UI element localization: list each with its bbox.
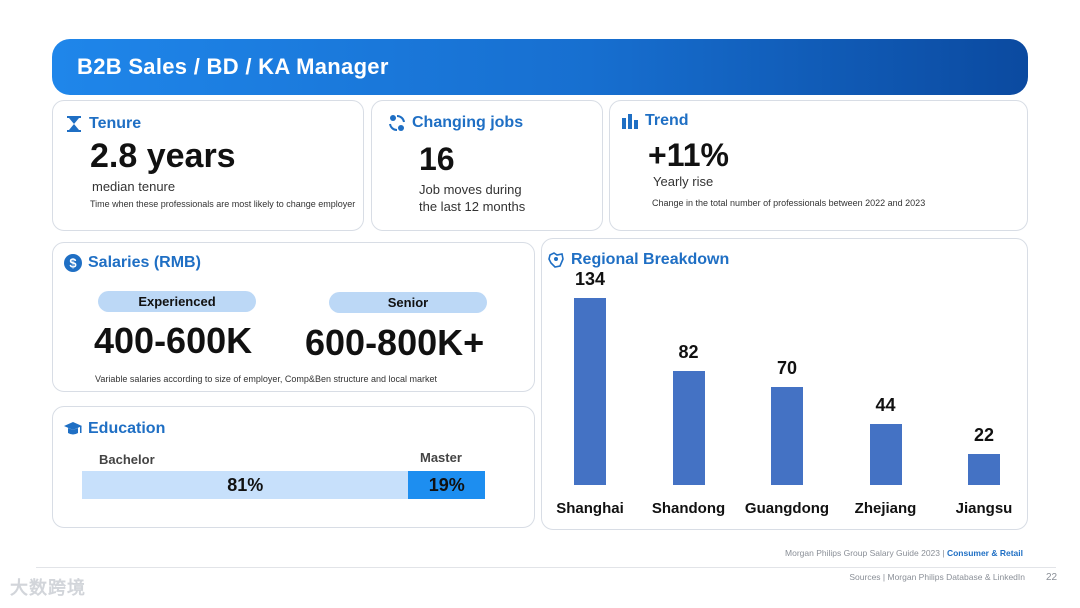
trend-card: Trend +11% Yearly rise Change in the tot… <box>609 100 1028 231</box>
changing-jobs-header: Changing jobs <box>388 114 523 132</box>
trend-subtitle: Yearly rise <box>653 174 714 189</box>
education-label: Education <box>88 420 166 437</box>
people-switch-icon <box>389 114 405 132</box>
footer-guide-text: Morgan Philips Group Salary Guide 2023 | <box>785 548 945 558</box>
bachelor-value: 81% <box>227 474 264 495</box>
tenure-subtitle: median tenure <box>92 179 176 194</box>
footer-sector: Consumer & Retail <box>946 548 1023 558</box>
bar-value-label: 82 <box>678 341 699 362</box>
bachelor-label: Bachelor <box>99 452 155 467</box>
experienced-salary-value: 400-600K <box>94 320 253 361</box>
dollar-icon: $ <box>64 254 82 272</box>
graduation-cap-icon <box>64 422 82 435</box>
svg-text:$: $ <box>69 256 77 271</box>
changing-jobs-label: Changing jobs <box>412 114 524 131</box>
map-icon <box>548 252 564 268</box>
trend-value: +11% <box>648 137 729 173</box>
trend-note: Change in the total number of profession… <box>652 198 926 208</box>
bar-chart-icon <box>622 114 638 129</box>
regional-label: Regional Breakdown <box>571 251 730 268</box>
master-label: Master <box>420 450 462 465</box>
bar-category-label: Shanghai <box>556 500 624 517</box>
changing-jobs-value: 16 <box>419 141 455 177</box>
experienced-pill: Experienced <box>98 291 256 312</box>
trend-header: Trend <box>621 112 689 130</box>
bar-category-label: Jiangsu <box>955 500 1013 517</box>
bar-jiangsu <box>968 454 1000 485</box>
page-number: 22 <box>1046 572 1058 583</box>
footer-sources: Sources | Morgan Philips Database & Link… <box>849 572 1025 582</box>
bar-category-label: Guangdong <box>744 500 830 517</box>
salaries-card: $ Salaries (RMB) Experienced Senior 400-… <box>52 242 535 392</box>
salaries-header: $ Salaries (RMB) <box>64 254 201 272</box>
bachelor-segment: 81% <box>82 471 409 499</box>
changing-jobs-subtitle-1: Job moves during <box>419 182 522 197</box>
hourglass-icon <box>67 116 81 132</box>
bar-guangdong <box>771 387 803 485</box>
master-value: 19% <box>428 474 465 495</box>
bar-value-label: 70 <box>776 358 798 379</box>
education-bar: 81% 19% <box>82 471 485 499</box>
tenure-header: Tenure <box>65 115 141 133</box>
salaries-note: Variable salaries according to size of e… <box>95 374 437 384</box>
senior-pill: Senior <box>329 292 487 313</box>
education-card: Education Bachelor Master <box>52 406 535 528</box>
bar-zhejiang <box>869 423 902 485</box>
footer-divider <box>36 567 1056 568</box>
page-title: B2B Sales / BD / KA Manager <box>77 54 389 79</box>
bar-category-label: Shandong <box>651 500 726 517</box>
trend-label: Trend <box>645 112 689 129</box>
bar-value-label: 22 <box>973 425 995 446</box>
master-segment: 19% <box>408 471 485 499</box>
watermark: 大数跨境 <box>10 578 86 598</box>
tenure-note: Time when these professionals are most l… <box>90 199 356 209</box>
bar-shanghai <box>574 298 606 485</box>
bar-value-label: 134 <box>574 269 606 289</box>
education-header: Education <box>64 420 165 438</box>
bar-category-label: Zhejiang <box>854 500 917 517</box>
tenure-card: Tenure 2.8 years median tenure Time when… <box>52 100 364 231</box>
footer-guide: Morgan Philips Group Salary Guide 2023 |… <box>785 548 1023 558</box>
salaries-label: Salaries (RMB) <box>88 254 201 271</box>
bar-shandong <box>672 370 705 485</box>
tenure-value: 2.8 years <box>90 137 236 175</box>
bar-value-label: 44 <box>875 394 896 415</box>
changing-jobs-subtitle-2: the last 12 months <box>419 199 526 214</box>
senior-salary-value: 600-800K+ <box>305 322 485 363</box>
tenure-label: Tenure <box>89 115 142 132</box>
regional-card: Regional Breakdown 134 Shanghai 82 Shandong… <box>541 238 1028 530</box>
regional-header: Regional Breakdown <box>547 251 729 269</box>
changing-jobs-card: Changing jobs 16 Job moves during the la… <box>371 100 603 231</box>
title-banner: B2B Sales / BD / KA Manager <box>52 39 1028 95</box>
